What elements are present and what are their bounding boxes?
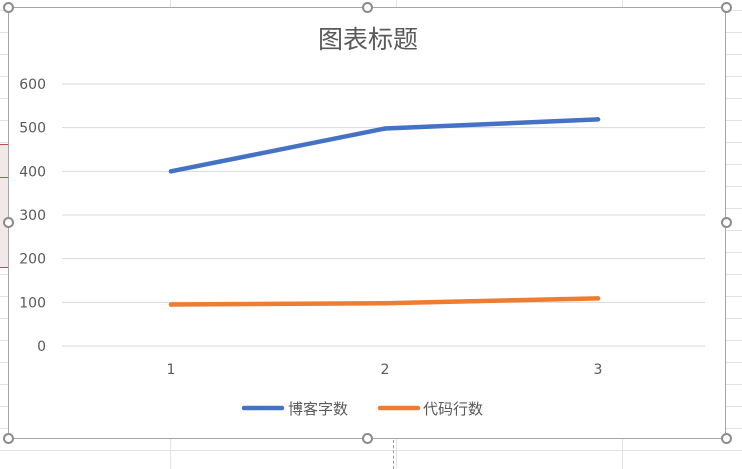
sheet-cell-highlight [0,144,8,268]
resize-handle-top-right[interactable] [721,2,732,13]
data-point[interactable] [382,301,388,306]
legend-item[interactable]: 代码行数 [377,400,483,418]
x-tick-label: 3 [594,362,603,378]
column-guide-dashed [393,440,394,469]
resize-handle-bottom-left[interactable] [3,433,14,444]
data-point[interactable] [382,126,388,131]
x-axis: 1 2 3 [167,362,603,378]
sheet-cell-border [0,267,8,268]
series-2[interactable] [168,296,601,307]
resize-handle-right[interactable] [721,217,732,228]
data-point[interactable] [595,296,601,301]
x-tick-label: 1 [167,362,176,378]
x-tick-label: 2 [381,362,390,378]
y-tick-label: 100 [19,295,46,311]
y-tick-label: 500 [19,121,46,137]
y-tick-label: 300 [19,208,46,224]
y-tick-label: 400 [19,164,46,180]
gridlines [62,83,705,347]
data-point[interactable] [168,169,174,174]
legend-label: 代码行数 [423,400,483,418]
series-1[interactable] [168,117,601,174]
y-axis: 0 100 200 300 400 500 600 [19,77,46,355]
legend-label: 博客字数 [288,400,348,418]
y-tick-label: 600 [19,77,46,93]
chart-title[interactable]: 图表标题 [318,25,418,54]
y-tick-label: 200 [19,252,46,268]
legend-item[interactable]: 博客字数 [241,400,348,418]
chart-area[interactable] [8,7,726,439]
sheet-cell-border [0,144,8,145]
sheet-cell-border [0,177,8,178]
resize-handle-bottom[interactable] [362,433,373,444]
legend[interactable]: 博客字数 代码行数 [241,400,483,418]
y-tick-label: 0 [37,339,46,355]
data-point[interactable] [168,302,174,307]
data-point[interactable] [595,117,601,122]
resize-handle-left[interactable] [3,217,14,228]
plot-series[interactable] [168,117,601,307]
resize-handle-top[interactable] [362,2,373,13]
resize-handle-bottom-right[interactable] [721,433,732,444]
resize-handle-top-left[interactable] [3,2,14,13]
